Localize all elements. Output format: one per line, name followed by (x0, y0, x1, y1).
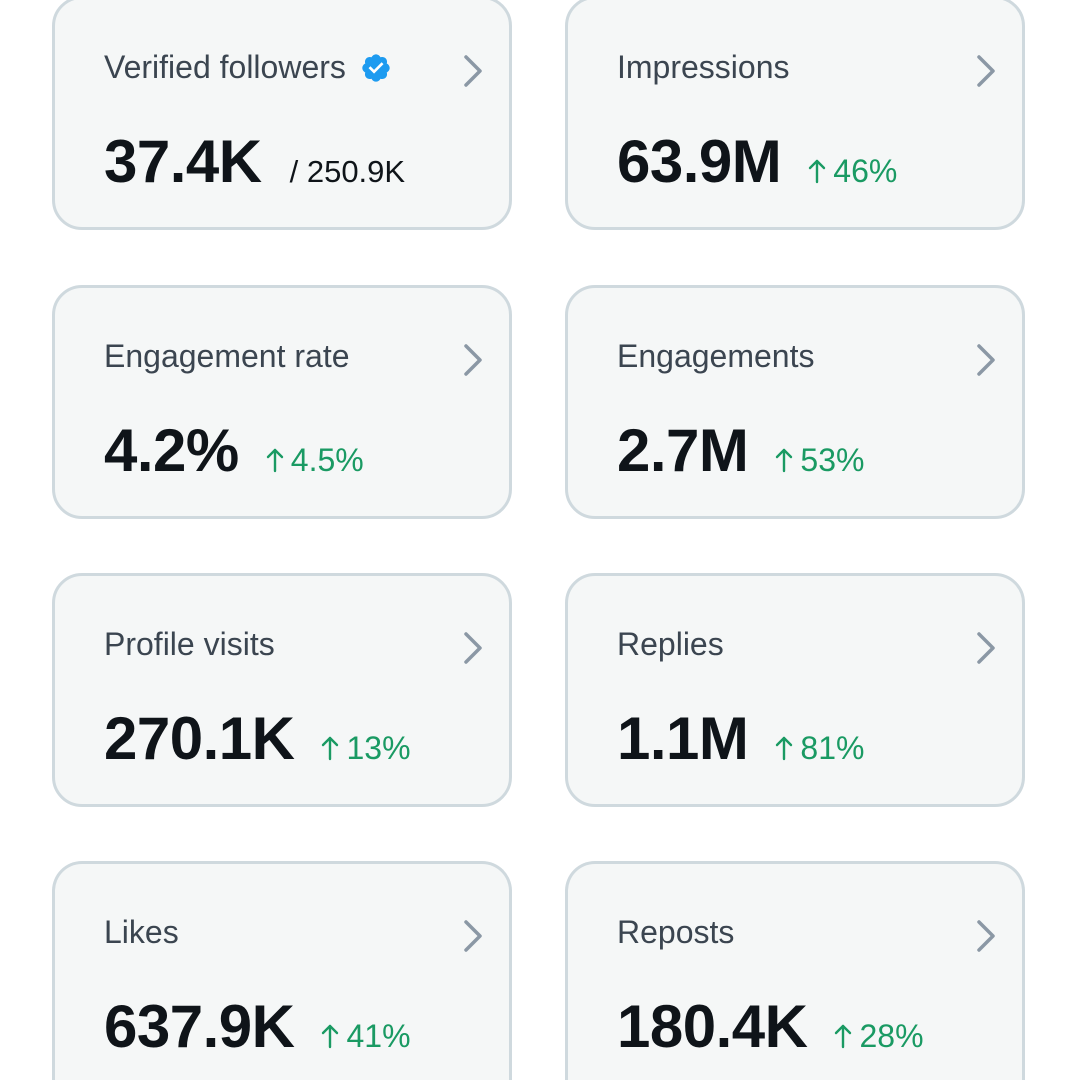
arrow-up-icon (776, 736, 793, 761)
card-title: Engagement rate (104, 338, 350, 374)
metric-value: 63.9M (617, 128, 782, 195)
card-title: Profile visits (104, 626, 275, 662)
metric-change-value: 46% (833, 153, 898, 189)
card-title: Likes (104, 914, 179, 950)
impressions-card[interactable]: Impressions 63.9M 46% (565, 0, 1025, 230)
chevron-right-icon (464, 55, 482, 87)
reposts-card[interactable]: Reposts 180.4K 28% (565, 861, 1025, 1080)
arrow-up-icon (809, 159, 826, 184)
metric-value-row: 37.4K / 250.9K (104, 127, 405, 196)
chevron-right-icon (977, 920, 995, 952)
arrow-up-icon (835, 1024, 852, 1049)
metric-change-value: 53% (800, 442, 865, 478)
arrow-up-icon (322, 1024, 339, 1049)
metric-change-value: 13% (346, 730, 411, 766)
metric-value: 180.4K (617, 993, 808, 1060)
likes-card[interactable]: Likes 637.9K 41% (52, 861, 512, 1080)
verified-badge-icon (362, 53, 390, 82)
metric-value-row: 4.2% 4.5% (104, 416, 364, 485)
profile-visits-card[interactable]: Profile visits 270.1K 13% (52, 573, 512, 807)
metric-value: 37.4K (104, 128, 262, 195)
chevron-right-icon (977, 632, 995, 664)
metric-change-value: 81% (800, 730, 865, 766)
metric-value: 1.1M (617, 705, 749, 772)
metric-change: 81% (774, 730, 864, 767)
metric-total: / 250.9K (289, 154, 406, 189)
engagements-card[interactable]: Engagements 2.7M 53% (565, 285, 1025, 519)
card-title: Verified followers (104, 49, 392, 86)
arrow-up-icon (776, 448, 793, 473)
chevron-right-icon (977, 55, 995, 87)
metric-change: 4.5% (265, 442, 364, 479)
metric-value: 2.7M (617, 417, 749, 484)
engagement-rate-card[interactable]: Engagement rate 4.2% 4.5% (52, 285, 512, 519)
metric-change: 28% (833, 1018, 924, 1055)
metric-value-row: 180.4K 28% (617, 992, 924, 1061)
metric-value: 637.9K (104, 993, 295, 1060)
metric-value: 270.1K (104, 705, 295, 772)
metric-change: 46% (807, 153, 897, 190)
arrow-up-icon (266, 448, 283, 473)
metric-value-row: 2.7M 53% (617, 416, 864, 485)
card-title-label: Verified followers (104, 49, 346, 85)
metric-change: 13% (320, 730, 411, 767)
verified-followers-card[interactable]: Verified followers 37.4K / 250.9K (52, 0, 512, 230)
metric-change-value: 4.5% (290, 442, 364, 478)
card-title: Engagements (617, 338, 815, 374)
card-title: Replies (617, 626, 724, 662)
metric-change-value: 28% (859, 1018, 924, 1054)
chevron-right-icon (464, 344, 482, 376)
card-title: Impressions (617, 49, 790, 85)
metric-change: 41% (320, 1018, 411, 1055)
metric-value: 4.2% (104, 417, 239, 484)
metric-value-row: 1.1M 81% (617, 704, 864, 773)
arrow-up-icon (322, 736, 339, 761)
metric-value-row: 637.9K 41% (104, 992, 411, 1061)
chevron-right-icon (464, 632, 482, 664)
card-title: Reposts (617, 914, 735, 950)
metric-value-row: 270.1K 13% (104, 704, 411, 773)
metric-value-row: 63.9M 46% (617, 127, 897, 196)
chevron-right-icon (977, 344, 995, 376)
chevron-right-icon (464, 920, 482, 952)
replies-card[interactable]: Replies 1.1M 81% (565, 573, 1025, 807)
metric-change: 53% (774, 442, 864, 479)
metric-change-value: 41% (346, 1018, 411, 1054)
